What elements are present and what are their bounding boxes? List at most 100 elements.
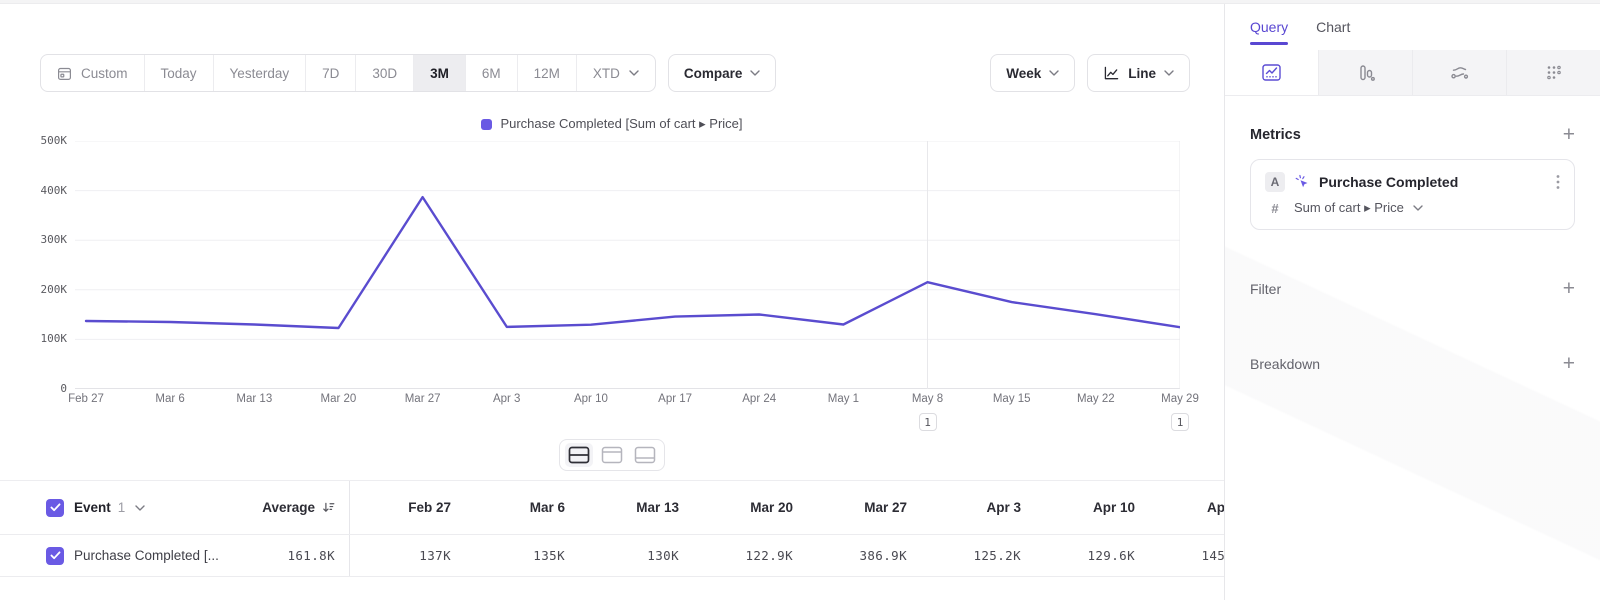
toolbar: Custom Today Yesterday 7D 30D 3M 6M 12M XTD Comp… [40, 54, 1190, 92]
y-axis-tick: 400K [40, 184, 68, 197]
range-today[interactable]: Today [143, 55, 213, 91]
table-only-view-icon [634, 446, 656, 464]
tab-query[interactable]: Query [1250, 4, 1289, 50]
metric-event-name[interactable]: Purchase Completed [1319, 174, 1459, 190]
y-axis-tick: 200K [40, 283, 68, 296]
flows-icon [1451, 66, 1469, 79]
legend-label: Purchase Completed [Sum of cart ▸ Price] [500, 116, 743, 131]
select-all-checkbox[interactable] [46, 498, 64, 517]
x-axis-tick: Apr 3 [492, 393, 521, 405]
chevron-down-icon [1164, 70, 1174, 76]
annotation-badge[interactable]: 1 [918, 413, 937, 431]
filter-heading: Filter [1250, 280, 1282, 297]
split-view-button[interactable] [565, 443, 593, 467]
range-12m[interactable]: 12M [516, 55, 576, 91]
column-header[interactable]: Feb 27 [408, 500, 451, 515]
line-chart-icon [1104, 66, 1119, 79]
range-7d[interactable]: 7D [305, 55, 355, 91]
column-header[interactable]: Mar 6 [529, 500, 565, 515]
metrics-section: Metrics + A Purchase Completed # Sum of … [1225, 124, 1600, 230]
chart-only-view-icon [601, 446, 623, 464]
kebab-menu-icon[interactable] [1556, 174, 1560, 190]
add-metric-button[interactable]: + [1562, 123, 1575, 146]
aggregation-label[interactable]: Sum of cart ▸ Price [1294, 200, 1404, 215]
chevron-down-icon [629, 70, 639, 76]
metric-card[interactable]: A Purchase Completed # Sum of cart ▸ Pri… [1250, 159, 1575, 230]
add-breakdown-button[interactable]: + [1562, 352, 1575, 375]
report-tab-flows[interactable] [1412, 50, 1506, 95]
range-6m[interactable]: 6M [464, 55, 517, 91]
x-axis-tick: Apr 24 [742, 393, 777, 405]
compare-label: Compare [683, 65, 743, 81]
table-cell: 145.9K [1201, 548, 1224, 563]
sparkle-cursor-icon [1295, 174, 1308, 188]
compare-button[interactable]: Compare [667, 54, 777, 92]
table-cell: 130K [647, 548, 679, 563]
x-axis-tick: Mar 6 [155, 393, 185, 405]
x-axis-tick: Mar 13 [236, 393, 273, 405]
breakdown-section: Breakdown + [1225, 353, 1600, 374]
range-30d[interactable]: 30D [355, 55, 413, 91]
x-axis-tick: Apr 10 [573, 393, 608, 405]
chart-type-label: Line [1128, 65, 1156, 81]
retention-icon [1546, 65, 1561, 79]
sort-descending-icon[interactable] [322, 501, 335, 514]
table-cell: 386.9K [859, 548, 907, 563]
split-view-icon [568, 446, 590, 464]
y-axis-tick: 300K [40, 233, 68, 246]
event-count: 1 [117, 500, 126, 515]
chevron-down-icon[interactable] [1413, 205, 1423, 211]
chart-only-view-button[interactable] [598, 443, 626, 467]
average-header[interactable]: Average [262, 500, 315, 515]
breakdown-heading: Breakdown [1250, 355, 1321, 372]
column-header[interactable]: Mar 27 [864, 500, 907, 515]
chevron-down-icon [1049, 70, 1059, 76]
column-header[interactable]: Apr 3 [986, 500, 1021, 515]
chevron-down-icon[interactable] [135, 504, 145, 511]
annotation-badge[interactable]: 1 [1171, 413, 1189, 431]
table-only-view-button[interactable] [631, 443, 659, 467]
line-chart[interactable] [75, 141, 1180, 389]
funnels-icon [1359, 64, 1375, 81]
x-axis-tick: May 29 [1161, 393, 1199, 405]
report-tab-funnels[interactable] [1318, 50, 1412, 95]
calendar-icon [57, 67, 72, 80]
tab-chart[interactable]: Chart [1316, 19, 1351, 35]
table-cell: 125.2K [973, 548, 1021, 563]
table-cell: 135K [533, 548, 565, 563]
x-axis-tick: May 22 [1076, 393, 1115, 405]
layout-toggle-row [0, 439, 1224, 471]
chart-legend: Purchase Completed [Sum of cart ▸ Price] [0, 116, 1224, 132]
table-header-row: Event 1 Average Feb 27 Mar 6 Mar 13 Mar 20 M… [0, 481, 1224, 535]
x-axis: Feb 27 Mar 6 Mar 13 Mar 20 Mar 27 Apr 3 Apr 10… [68, 393, 1199, 409]
number-aggregation-icon: # [1271, 200, 1279, 216]
column-header[interactable]: Mar 13 [636, 500, 679, 515]
range-xtd[interactable]: XTD [575, 55, 655, 91]
range-custom[interactable]: Custom [41, 55, 144, 91]
x-axis-tick: Mar 27 [404, 393, 441, 405]
column-header[interactable]: Apr 17 [1206, 500, 1224, 515]
y-axis-tick: 100K [40, 332, 68, 345]
date-range-selector: Custom Today Yesterday 7D 30D 3M 6M 12M XTD [40, 54, 656, 92]
event-header[interactable]: Event [74, 500, 111, 515]
chevron-down-icon [750, 70, 761, 76]
report-tab-retention[interactable] [1506, 50, 1600, 95]
y-axis: 0 100K 200K 300K 400K 500K [0, 134, 75, 395]
top-strip [0, 0, 1600, 4]
granularity-dropdown[interactable]: Week [990, 54, 1076, 92]
column-header[interactable]: Apr 10 [1092, 500, 1135, 515]
report-tab-insights[interactable] [1225, 50, 1318, 95]
column-header[interactable]: Mar 20 [750, 500, 793, 515]
range-yesterday[interactable]: Yesterday [212, 55, 306, 91]
chart-region: 0 100K 200K 300K 400K 500K Feb 27 Mar 6 Mar 13 M… [0, 134, 1199, 431]
y-axis-tick: 0 [60, 382, 67, 395]
metrics-heading: Metrics [1250, 126, 1301, 143]
panel-tabs: Query Chart [1225, 4, 1600, 50]
chart-type-dropdown[interactable]: Line [1087, 54, 1190, 92]
x-axis-tick: May 15 [992, 393, 1031, 405]
range-3m[interactable]: 3M [413, 55, 465, 91]
check-icon [50, 551, 60, 560]
row-checkbox[interactable] [46, 546, 64, 565]
add-filter-button[interactable]: + [1562, 277, 1575, 300]
